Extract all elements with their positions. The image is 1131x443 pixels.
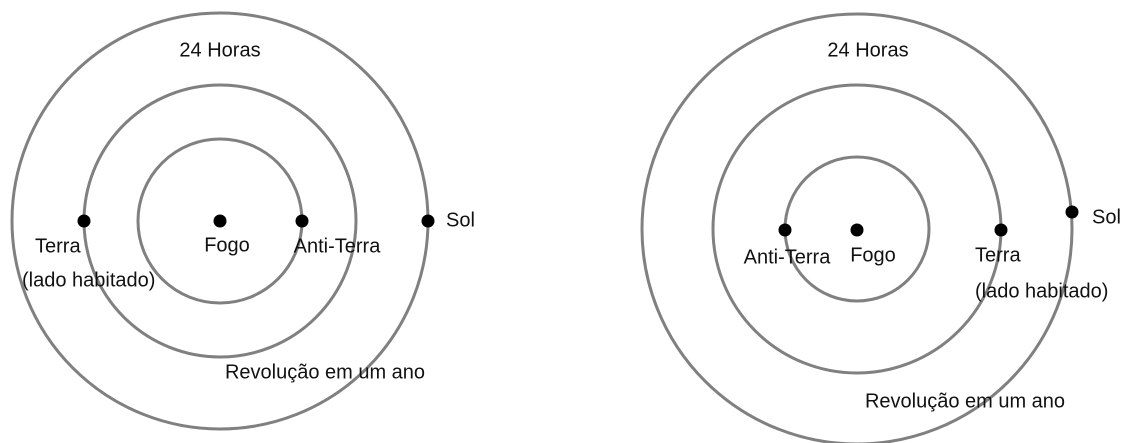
orbit-label: Revolução em um ano (865, 390, 1065, 412)
anti-earth-label: Anti-Terra (744, 246, 832, 268)
sun-dot (421, 214, 435, 228)
earth-sublabel: (lado habitado) (975, 280, 1108, 302)
top-label: 24 Horas (827, 39, 908, 61)
anti-earth-dot (295, 214, 309, 228)
fire-dot (213, 214, 227, 228)
earth-dot (77, 214, 91, 228)
earth-label: Terra (975, 244, 1021, 266)
anti-earth-label: Anti-Terra (294, 235, 382, 257)
diagram-left: 24 Horas Terra (lado habitado) Fogo Anti… (10, 11, 475, 431)
earth-dot (994, 223, 1008, 237)
orbit-label: Revolução em um ano (225, 361, 425, 383)
center-label: Fogo (850, 244, 896, 266)
outer-orbit (640, 12, 1074, 443)
earth-sublabel: (lado habitado) (22, 269, 155, 291)
fire-dot (850, 223, 864, 237)
sun-label: Sol (1092, 206, 1121, 228)
diagram-right: 24 Horas Anti-Terra Fogo Terra (lado hab… (640, 12, 1121, 443)
top-label: 24 Horas (179, 39, 260, 61)
center-label: Fogo (204, 234, 250, 256)
anti-earth-dot (778, 223, 792, 237)
sun-dot (1065, 205, 1079, 219)
sun-label: Sol (446, 209, 475, 231)
earth-label: Terra (35, 235, 81, 257)
